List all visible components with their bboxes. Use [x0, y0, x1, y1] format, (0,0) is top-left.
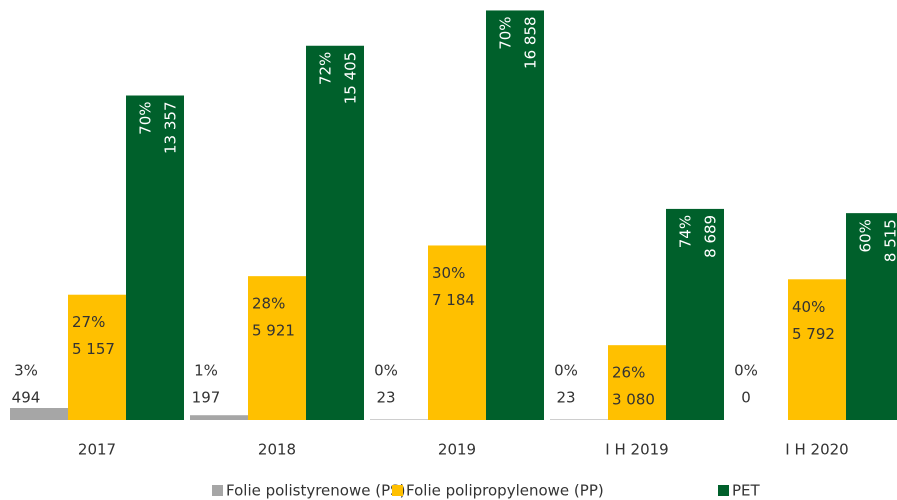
share-label: 70% [137, 102, 155, 135]
share-label: 1% [194, 362, 218, 380]
legend-swatch [718, 485, 729, 496]
value-label: 8 515 [882, 219, 897, 262]
bar [306, 45, 364, 421]
value-label: 8 689 [702, 215, 720, 258]
legend-swatch [392, 485, 403, 496]
legend-label: Folie polistyrenowe (PS) [226, 482, 406, 500]
share-label: 28% [252, 295, 285, 313]
bar [486, 10, 544, 420]
bar [10, 407, 68, 420]
bar [68, 294, 126, 420]
bar [846, 213, 897, 420]
x-tick-label: 2017 [78, 441, 116, 459]
value-label: 5 792 [792, 325, 835, 343]
share-label: 74% [677, 215, 695, 248]
legend-label: Folie polipropylenowe (PP) [406, 482, 604, 500]
value-label: 197 [192, 389, 221, 407]
share-label: 0% [554, 362, 578, 380]
bar [190, 415, 248, 420]
legend-swatch [212, 485, 223, 496]
x-tick-label: 2018 [258, 441, 296, 459]
bar [666, 208, 724, 420]
share-label: 0% [734, 362, 758, 380]
bar [126, 95, 184, 420]
bar [788, 279, 846, 420]
share-label: 26% [612, 364, 645, 382]
value-label: 0 [741, 389, 751, 407]
value-label: 5 157 [72, 340, 115, 358]
share-label: 3% [14, 362, 38, 380]
value-label: 23 [556, 389, 575, 407]
value-label: 16 858 [522, 16, 540, 69]
value-label: 3 080 [612, 391, 655, 409]
value-label: 13 357 [162, 102, 180, 155]
share-label: 30% [432, 264, 465, 282]
value-label: 23 [376, 389, 395, 407]
share-label: 60% [857, 219, 875, 252]
bar [428, 245, 486, 420]
share-label: 27% [72, 313, 105, 331]
value-label: 7 184 [432, 291, 475, 309]
x-tick-label: I H 2020 [785, 441, 848, 459]
bar [608, 345, 666, 420]
bar [550, 419, 608, 420]
legend-label: PET [732, 482, 761, 500]
share-label: 72% [317, 52, 335, 85]
bar [370, 419, 428, 420]
x-tick-label: I H 2019 [605, 441, 668, 459]
value-label: 5 921 [252, 322, 295, 340]
share-label: 0% [374, 362, 398, 380]
value-label: 15 405 [342, 52, 360, 104]
value-label: 494 [12, 389, 41, 407]
share-label: 40% [792, 298, 825, 316]
bar [248, 276, 306, 420]
share-label: 70% [497, 16, 515, 49]
x-tick-label: 2019 [438, 441, 476, 459]
